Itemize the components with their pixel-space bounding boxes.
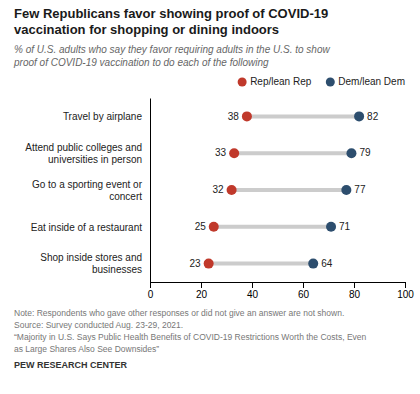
connector: [214, 225, 331, 229]
legend: Rep/lean Rep Dem/lean Dem: [238, 76, 405, 87]
data-label: 77: [354, 184, 366, 195]
note: Source: Survey conducted Aug. 23-29, 202…: [14, 320, 183, 330]
title: Few Republicans favor showing proof of C…: [14, 6, 328, 37]
x-tick-mark: [354, 282, 355, 288]
x-tick-label: 20: [196, 289, 208, 300]
x-tick-mark: [201, 282, 202, 288]
category-label: Go to a sporting event orconcert: [32, 179, 143, 202]
title-line: Few Republicans favor showing proof of C…: [14, 6, 328, 21]
x-tick: 60: [298, 282, 310, 300]
dot: [346, 148, 356, 158]
connector: [234, 151, 351, 155]
x-tick-label: 40: [247, 289, 259, 300]
connector: [209, 262, 314, 266]
x-tick: 40: [247, 282, 259, 300]
x-tick: 100: [397, 282, 414, 300]
subtitle-line: % of U.S. adults who say they favor requ…: [14, 44, 330, 55]
legend-label: Dem/lean Dem: [338, 76, 405, 87]
dot: [227, 185, 237, 195]
y-axis: Travel by airplane Attend public colleges…: [25, 99, 150, 283]
source-label: PEW RESEARCH CENTER: [14, 360, 128, 370]
x-axis: 0 20 40 60 80 100: [148, 282, 415, 300]
category-label-line: businesses: [92, 264, 142, 275]
category-label: Shop inside stores andbusinesses: [40, 252, 142, 275]
x-tick-mark: [252, 282, 253, 288]
dot: [326, 222, 336, 232]
x-tick-label: 0: [148, 289, 154, 300]
data-label: 33: [215, 147, 227, 158]
data-label: 79: [359, 147, 371, 158]
data-label: 71: [339, 221, 351, 232]
y-tick: Attend public colleges anduniversities i…: [25, 142, 150, 165]
x-tick-label: 80: [349, 289, 361, 300]
annotations: Note: Respondents who gave other respons…: [14, 308, 367, 370]
x-tick: 80: [349, 282, 361, 300]
category-label: Eat inside of a restaurant: [31, 222, 142, 233]
marks: [204, 111, 364, 268]
category-label-line: Attend public colleges and: [25, 142, 142, 153]
chart-svg: Few Republicans favor showing proof of C…: [0, 0, 420, 394]
x-tick-label: 100: [397, 289, 414, 300]
dot: [204, 259, 214, 269]
category-label: Travel by airplane: [63, 111, 143, 122]
y-tick: Shop inside stores andbusinesses: [40, 252, 150, 275]
data-label: 64: [321, 258, 333, 269]
y-tick: Eat inside of a restaurant: [31, 222, 150, 233]
title-line: vaccination for shopping or dining indoo…: [14, 22, 279, 37]
legend-item: Rep/lean Rep: [238, 76, 312, 87]
x-tick-mark: [405, 282, 406, 288]
legend-label: Rep/lean Rep: [250, 76, 312, 87]
dot: [341, 185, 351, 195]
dot: [229, 148, 239, 158]
y-tick: Travel by airplane: [63, 111, 150, 122]
category-label-line: concert: [109, 191, 142, 202]
category-label-line: Shop inside stores and: [40, 252, 142, 263]
dot: [308, 259, 318, 269]
dot: [354, 111, 364, 121]
note: Note: Respondents who gave other respons…: [14, 308, 344, 318]
category-label-line: Eat inside of a restaurant: [31, 222, 142, 233]
dot: [209, 222, 219, 232]
subtitle-line: proof of COVID-19 vaccination to do each…: [13, 57, 269, 68]
note: “Majority in U.S. Says Public Health Ben…: [14, 332, 367, 342]
chart-container: Few Republicans favor showing proof of C…: [0, 0, 420, 394]
x-axis-line: [151, 283, 406, 289]
data-label: 38: [228, 111, 240, 122]
legend-item: Dem/lean Dem: [326, 76, 405, 87]
category-label: Attend public colleges anduniversities i…: [25, 142, 142, 165]
y-axis-line: [150, 99, 151, 283]
x-tick: 20: [196, 282, 208, 300]
x-tick: 0: [148, 282, 154, 300]
category-label-line: Travel by airplane: [63, 111, 143, 122]
subtitle: % of U.S. adults who say they favor requ…: [13, 44, 330, 68]
data-labels: 38 33 32 25 23 82 79 77 71 64: [190, 111, 379, 269]
connector: [232, 188, 347, 192]
category-label-line: Go to a sporting event or: [32, 179, 143, 190]
x-tick-mark: [303, 282, 304, 288]
note: as Large Shares Also See Downsides”: [14, 344, 159, 354]
legend-swatch: [326, 78, 335, 87]
y-tick: Go to a sporting event orconcert: [32, 179, 150, 202]
data-label: 82: [367, 111, 379, 122]
data-label: 25: [195, 221, 207, 232]
connector: [247, 114, 359, 118]
category-label-line: universities in person: [48, 154, 142, 165]
x-tick-label: 60: [298, 289, 310, 300]
data-label: 32: [212, 184, 224, 195]
data-label: 23: [190, 258, 202, 269]
dot: [242, 111, 252, 121]
legend-swatch: [238, 78, 247, 87]
x-tick-mark: [150, 282, 151, 288]
